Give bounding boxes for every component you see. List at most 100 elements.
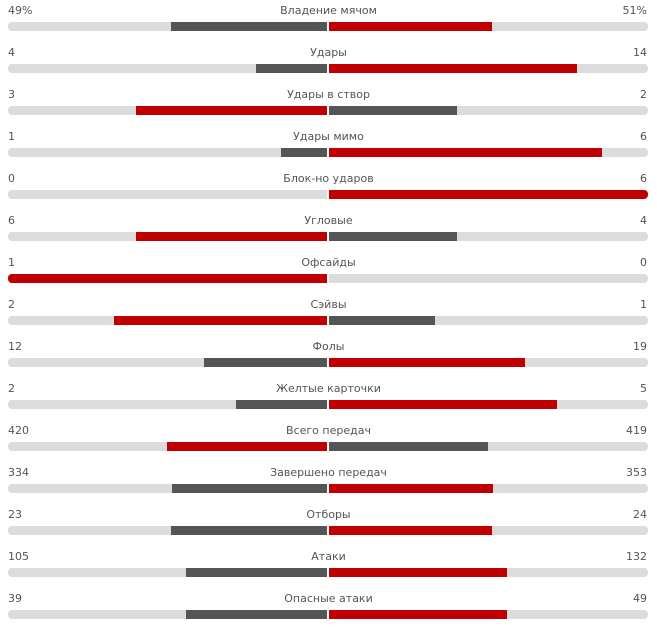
stat-row-fouls: 12 Фолы 19: [0, 336, 657, 367]
stat-labels: 49% Владение мячом 51%: [0, 0, 657, 17]
stat-labels: 12 Фолы 19: [0, 336, 657, 353]
stat-row-offsides: 1 Офсайды 0: [0, 252, 657, 283]
away-bar: [329, 316, 435, 325]
stat-row-saves: 2 Сэйвы 1: [0, 294, 657, 325]
home-bar: [114, 316, 327, 325]
stat-bar-track: [8, 148, 648, 157]
away-bar: [329, 442, 488, 451]
bar-divider: [327, 64, 329, 73]
away-bar: [329, 400, 557, 409]
away-value: 1: [640, 298, 647, 311]
home-value: 2: [8, 382, 15, 395]
away-bar: [329, 484, 493, 493]
stat-row-shots-off-target: 1 Удары мимо 6: [0, 126, 657, 157]
home-value: 1: [8, 256, 15, 269]
stat-row-blocked-shots: 0 Блок-но ударов 6: [0, 168, 657, 199]
stat-bar-track: [8, 484, 648, 493]
stat-bar-track: [8, 400, 648, 409]
stat-name: Желтые карточки: [276, 382, 381, 395]
away-value: 51%: [622, 4, 647, 17]
away-bar: [329, 526, 492, 535]
stat-row-corners: 6 Угловые 4: [0, 210, 657, 241]
stat-bar-track: [8, 232, 648, 241]
bar-divider: [327, 22, 329, 31]
home-bar: [8, 274, 327, 283]
bar-divider: [327, 148, 329, 157]
stat-labels: 4 Удары 14: [0, 42, 657, 59]
home-bar: [136, 232, 327, 241]
away-value: 132: [626, 550, 647, 563]
home-value: 6: [8, 214, 15, 227]
away-bar: [329, 106, 457, 115]
away-value: 24: [633, 508, 647, 521]
stat-row-tackles: 23 Отборы 24: [0, 504, 657, 535]
stat-name: Сэйвы: [310, 298, 347, 311]
stat-row-possession: 49% Владение мячом 51%: [0, 0, 657, 31]
home-value: 12: [8, 340, 22, 353]
bar-divider: [327, 274, 329, 283]
home-bar: [236, 400, 327, 409]
away-bar: [329, 358, 525, 367]
bar-divider: [327, 400, 329, 409]
bar-divider: [327, 526, 329, 535]
home-value: 49%: [8, 4, 33, 17]
stat-labels: 1 Офсайды 0: [0, 252, 657, 269]
stat-name: Опасные атаки: [284, 592, 373, 605]
stat-bar-track: [8, 22, 648, 31]
stat-row-yellow-cards: 2 Желтые карточки 5: [0, 378, 657, 409]
stat-labels: 334 Завершено передач 353: [0, 462, 657, 479]
stat-labels: 39 Опасные атаки 49: [0, 588, 657, 605]
stat-row-completed-passes: 334 Завершено передач 353: [0, 462, 657, 493]
stat-labels: 420 Всего передач 419: [0, 420, 657, 437]
bar-divider: [327, 568, 329, 577]
stat-bar-track: [8, 610, 648, 619]
away-value: 5: [640, 382, 647, 395]
away-value: 6: [640, 130, 647, 143]
stat-name: Удары мимо: [293, 130, 364, 143]
home-value: 3: [8, 88, 15, 101]
away-bar: [329, 232, 457, 241]
bar-divider: [327, 106, 329, 115]
stat-name: Офсайды: [301, 256, 356, 269]
stat-name: Удары: [310, 46, 347, 59]
stat-bar-track: [8, 358, 648, 367]
stat-row-total-passes: 420 Всего передач 419: [0, 420, 657, 451]
home-value: 39: [8, 592, 22, 605]
home-value: 2: [8, 298, 15, 311]
stat-bar-track: [8, 316, 648, 325]
home-bar: [256, 64, 327, 73]
home-bar: [136, 106, 327, 115]
away-value: 419: [626, 424, 647, 437]
stat-name: Фолы: [312, 340, 345, 353]
stat-row-shots: 4 Удары 14: [0, 42, 657, 73]
home-value: 1: [8, 130, 15, 143]
home-value: 0: [8, 172, 15, 185]
stat-name: Завершено передач: [270, 466, 387, 479]
stat-bar-track: [8, 274, 648, 283]
stat-row-shots-on-target: 3 Удары в створ 2: [0, 84, 657, 115]
home-bar: [167, 442, 327, 451]
stat-labels: 23 Отборы 24: [0, 504, 657, 521]
bar-divider: [327, 190, 329, 199]
stat-bar-track: [8, 106, 648, 115]
away-value: 6: [640, 172, 647, 185]
bar-divider: [327, 232, 329, 241]
away-bar: [329, 148, 602, 157]
stat-row-dangerous-attacks: 39 Опасные атаки 49: [0, 588, 657, 619]
stat-bar-track: [8, 568, 648, 577]
home-value: 4: [8, 46, 15, 59]
home-bar: [172, 484, 327, 493]
away-value: 19: [633, 340, 647, 353]
home-value: 23: [8, 508, 22, 521]
stat-name: Угловые: [304, 214, 353, 227]
away-value: 14: [633, 46, 647, 59]
home-value: 105: [8, 550, 29, 563]
bar-divider: [327, 484, 329, 493]
stat-bar-track: [8, 526, 648, 535]
home-bar: [171, 526, 327, 535]
stat-labels: 1 Удары мимо 6: [0, 126, 657, 143]
bar-divider: [327, 358, 329, 367]
stat-labels: 2 Сэйвы 1: [0, 294, 657, 311]
home-value: 420: [8, 424, 29, 437]
stat-bar-track: [8, 442, 648, 451]
